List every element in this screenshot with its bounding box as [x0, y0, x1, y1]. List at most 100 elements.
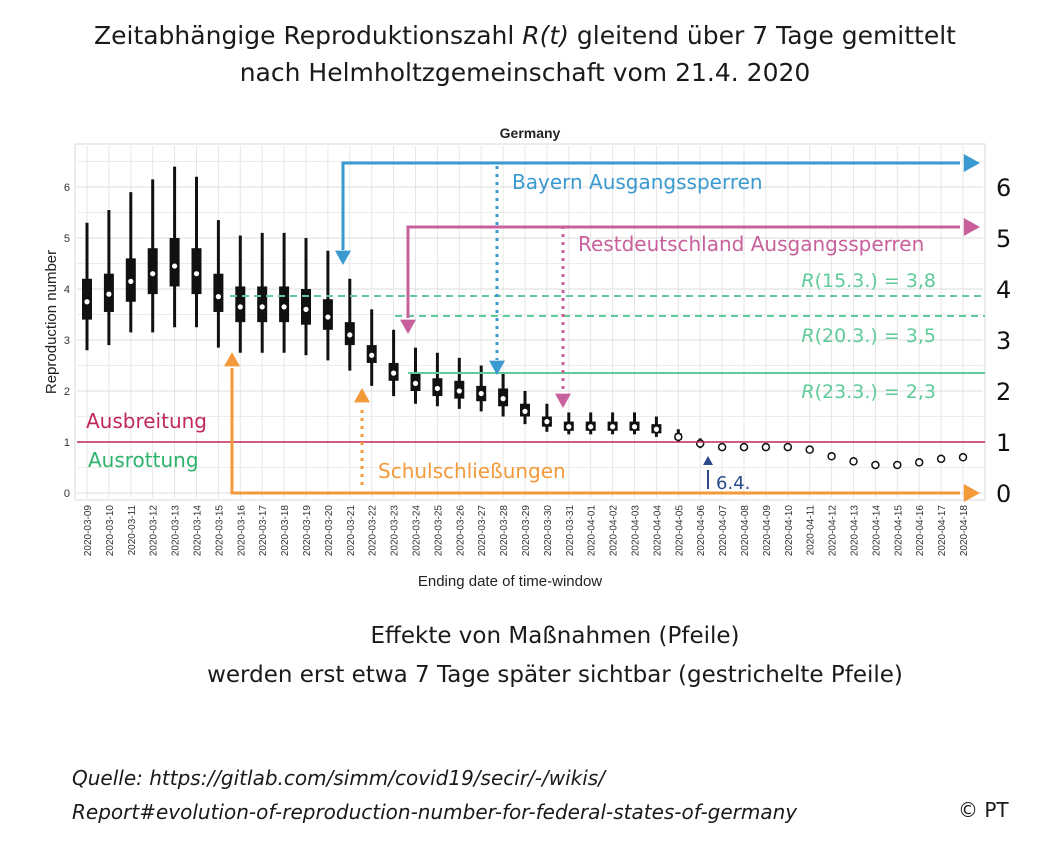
- box-series: [82, 166, 968, 470]
- x-tick-label: 2020-03-23: [390, 505, 401, 557]
- median-point: [150, 271, 156, 277]
- median-point: [434, 385, 440, 392]
- bayern-arrow-line: [341, 161, 960, 250]
- right-y-tick-label: 1: [996, 429, 1011, 457]
- schule-arrow-head-right: [963, 484, 980, 502]
- main-title-variable: R(t): [522, 21, 569, 50]
- median-point: [303, 306, 309, 312]
- median-point: [106, 291, 112, 297]
- median-point: [805, 445, 814, 454]
- median-point: [871, 460, 880, 470]
- median-point: [193, 271, 200, 277]
- x-tick-label: 2020-04-06: [696, 505, 707, 557]
- x-tick-label: 2020-03-10: [105, 505, 116, 557]
- median-point: [237, 304, 243, 310]
- y-tick-label: 1: [64, 437, 70, 449]
- median-point: [347, 332, 353, 338]
- x-axis-label: Ending date of time-window: [418, 573, 602, 590]
- median-point: [674, 432, 683, 442]
- x-tick-label: 2020-03-14: [193, 505, 204, 557]
- median-point: [478, 390, 484, 397]
- source-line1: Quelle: https://gitlab.com/simm/covid19/…: [72, 766, 605, 790]
- median-point: [695, 439, 705, 448]
- x-tick-label: 2020-03-16: [236, 505, 247, 557]
- median-point: [259, 304, 265, 310]
- x-tick-label: 2020-04-14: [871, 505, 882, 557]
- threshold-label-below: Ausrottung: [88, 448, 199, 472]
- x-tick-label: 2020-03-28: [499, 505, 510, 557]
- right-y-tick-label: 5: [996, 225, 1011, 253]
- axes: Germany 0 1 2 3 4 5 6 0 1 2 3 4 5 6 Reproduction number…: [43, 125, 1011, 590]
- reference-line-label: R(20.3.) = 3,5: [801, 325, 936, 347]
- source-line2: Report#evolution-of-reproduction-number-…: [72, 800, 798, 824]
- schule-arrow-head-up: [224, 352, 240, 367]
- bayern-label: Bayern Ausgangssperren: [512, 170, 763, 194]
- median-point: [631, 424, 638, 430]
- rest-arrow-head-down: [400, 319, 416, 334]
- median-point: [653, 426, 660, 432]
- y-axis-label: Reproduction number: [43, 250, 60, 394]
- right-y-tick-label: 2: [996, 378, 1011, 406]
- median-point: [783, 442, 793, 452]
- schule-delayed-arrow-head: [354, 388, 370, 403]
- plot-area: [74, 143, 986, 501]
- date-marker-arrow-head: [703, 456, 713, 465]
- x-tick-label: 2020-03-26: [455, 505, 466, 557]
- rest-label: Restdeutschland Ausgangssperren: [578, 232, 924, 256]
- x-tick-label: 2020-04-16: [915, 505, 926, 557]
- rest-delayed-arrow-head: [555, 393, 571, 408]
- right-y-tick-label: 0: [996, 480, 1011, 508]
- median-point: [544, 419, 550, 425]
- x-tick-label: 2020-04-02: [609, 505, 620, 557]
- median-point: [522, 408, 528, 414]
- x-tick-label: 2020-04-05: [674, 505, 685, 557]
- median-point: [761, 442, 771, 452]
- copyright: © PT: [958, 798, 1009, 822]
- x-tick-label: 2020-03-30: [543, 505, 554, 557]
- median-point: [610, 424, 616, 430]
- x-tick-label: 2020-03-20: [324, 505, 335, 557]
- main-title-line1: Zeitabhängige Reproduktionszahl R(t) gle…: [93, 21, 956, 50]
- median-point: [391, 370, 397, 376]
- x-tick-label: 2020-04-10: [784, 505, 795, 557]
- box: [213, 273, 224, 312]
- median-point: [456, 388, 462, 394]
- y-tick-label: 5: [64, 233, 70, 245]
- schule-label: Schulschließungen: [378, 459, 566, 483]
- x-tick-label: 2020-04-17: [937, 505, 948, 557]
- median-point: [914, 458, 924, 467]
- x-tick-label: 2020-03-17: [258, 505, 269, 557]
- bayern-arrow-head-right: [963, 154, 980, 172]
- x-tick-label: 2020-03-15: [214, 505, 225, 557]
- box: [169, 238, 180, 287]
- median-point: [128, 278, 134, 284]
- x-tick-label: 2020-04-11: [806, 505, 817, 556]
- x-tick-label: 2020-03-27: [477, 505, 488, 557]
- x-tick-label: 2020-04-13: [850, 505, 861, 557]
- x-tick-label: 2020-03-21: [346, 505, 357, 557]
- median-point: [893, 460, 902, 470]
- reference-line-label: R(23.3.) = 2,3: [801, 381, 936, 403]
- rest-arrow-line: [406, 225, 960, 318]
- median-point: [958, 453, 968, 462]
- median-point: [739, 442, 749, 452]
- median-point: [500, 396, 506, 402]
- note-line2: werden erst etwa 7 Tage später sichtbar …: [207, 662, 903, 688]
- median-point: [566, 424, 572, 430]
- median-point: [172, 263, 178, 269]
- x-tick-label: 2020-04-01: [587, 505, 598, 557]
- right-y-tick-label: 4: [996, 276, 1011, 304]
- reproduction-chart: Ausbreitung Ausrottung R(15.3.) = 3,8 R(20.…: [43, 125, 1011, 590]
- median-point: [936, 454, 946, 464]
- y-tick-label: 3: [64, 335, 70, 347]
- x-tick-label: 2020-03-11: [127, 505, 138, 556]
- main-title-line2: nach Helmholtzgemeinschaft vom 21.4. 202…: [239, 58, 811, 87]
- x-tick-label: 2020-03-13: [171, 505, 182, 557]
- schule-arrow-line: [230, 368, 960, 495]
- x-tick-label: 2020-04-15: [893, 505, 904, 557]
- note-line1: Effekte von Maßnahmen (Pfeile): [370, 623, 740, 649]
- median-point: [84, 299, 90, 305]
- x-tick-label: 2020-03-29: [521, 505, 532, 557]
- x-tick-label: 2020-04-04: [652, 505, 663, 557]
- x-tick-label: 2020-03-18: [280, 505, 291, 557]
